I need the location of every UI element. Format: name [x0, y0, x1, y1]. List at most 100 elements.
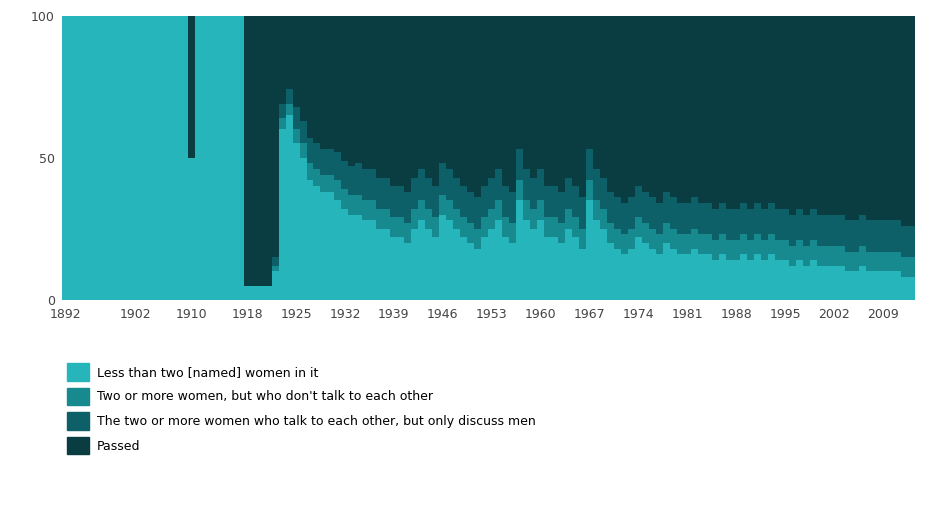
- Bar: [474, 229, 481, 249]
- Bar: [516, 180, 524, 201]
- Bar: [544, 218, 551, 237]
- Bar: [886, 16, 894, 220]
- Bar: [321, 192, 327, 300]
- Bar: [160, 16, 166, 300]
- Bar: [244, 286, 250, 300]
- Bar: [453, 229, 460, 300]
- Bar: [118, 16, 125, 300]
- Bar: [139, 16, 146, 300]
- Bar: [900, 226, 908, 257]
- Bar: [872, 252, 880, 271]
- Bar: [530, 16, 538, 178]
- Bar: [432, 16, 439, 186]
- Bar: [377, 209, 383, 229]
- Bar: [510, 243, 516, 300]
- Bar: [467, 243, 474, 300]
- Bar: [858, 215, 866, 246]
- Bar: [439, 163, 446, 195]
- Bar: [383, 209, 391, 229]
- Bar: [614, 16, 621, 197]
- Bar: [747, 260, 754, 300]
- Bar: [293, 143, 299, 300]
- Bar: [649, 249, 656, 300]
- Bar: [614, 249, 621, 300]
- Bar: [293, 16, 299, 107]
- Bar: [830, 16, 838, 215]
- Bar: [733, 16, 740, 209]
- Bar: [656, 16, 663, 203]
- Bar: [754, 254, 761, 300]
- Bar: [377, 16, 383, 178]
- Bar: [733, 240, 740, 260]
- Bar: [524, 220, 530, 300]
- Bar: [321, 149, 327, 175]
- Bar: [502, 186, 510, 217]
- Bar: [425, 229, 432, 300]
- Bar: [900, 257, 908, 277]
- Bar: [327, 175, 335, 192]
- Bar: [272, 271, 279, 300]
- Bar: [538, 220, 544, 300]
- Bar: [397, 218, 405, 237]
- Bar: [796, 260, 803, 300]
- Bar: [446, 169, 453, 201]
- Bar: [775, 260, 782, 300]
- Bar: [900, 16, 908, 226]
- Bar: [418, 201, 425, 220]
- Bar: [894, 252, 900, 271]
- Bar: [614, 229, 621, 249]
- Bar: [754, 16, 761, 203]
- Bar: [642, 16, 649, 192]
- Bar: [768, 16, 775, 203]
- Bar: [656, 203, 663, 235]
- Bar: [852, 271, 858, 300]
- Bar: [405, 192, 411, 223]
- Bar: [502, 16, 510, 186]
- Bar: [488, 16, 496, 178]
- Bar: [810, 240, 817, 260]
- Bar: [572, 237, 579, 300]
- Bar: [886, 220, 894, 252]
- Bar: [551, 218, 558, 237]
- Bar: [558, 223, 565, 243]
- Bar: [663, 223, 670, 243]
- Bar: [740, 254, 747, 300]
- Bar: [642, 192, 649, 223]
- Bar: [467, 16, 474, 192]
- Bar: [824, 266, 830, 300]
- Bar: [97, 16, 104, 300]
- Bar: [838, 266, 844, 300]
- Bar: [872, 220, 880, 252]
- Bar: [258, 286, 264, 300]
- Bar: [104, 16, 111, 300]
- Bar: [194, 16, 202, 300]
- Bar: [719, 203, 726, 235]
- Bar: [524, 201, 530, 220]
- Bar: [810, 16, 817, 209]
- Bar: [593, 16, 600, 169]
- Bar: [768, 235, 775, 254]
- Bar: [796, 16, 803, 209]
- Bar: [733, 260, 740, 300]
- Bar: [516, 16, 524, 149]
- Legend: Less than two [named] women in it, Two or more women, but who don't talk to each: Less than two [named] women in it, Two o…: [67, 363, 536, 454]
- Bar: [355, 163, 363, 195]
- Bar: [635, 218, 642, 237]
- Bar: [684, 203, 691, 235]
- Bar: [538, 169, 544, 201]
- Bar: [397, 16, 405, 186]
- Bar: [789, 266, 796, 300]
- Bar: [307, 138, 313, 163]
- Bar: [236, 16, 244, 300]
- Bar: [621, 203, 628, 235]
- Bar: [880, 220, 886, 252]
- Bar: [593, 201, 600, 220]
- Bar: [761, 260, 768, 300]
- Bar: [216, 16, 222, 300]
- Bar: [327, 149, 335, 175]
- Bar: [600, 229, 607, 300]
- Bar: [579, 249, 586, 300]
- Bar: [579, 197, 586, 229]
- Bar: [670, 197, 677, 229]
- Bar: [908, 277, 914, 300]
